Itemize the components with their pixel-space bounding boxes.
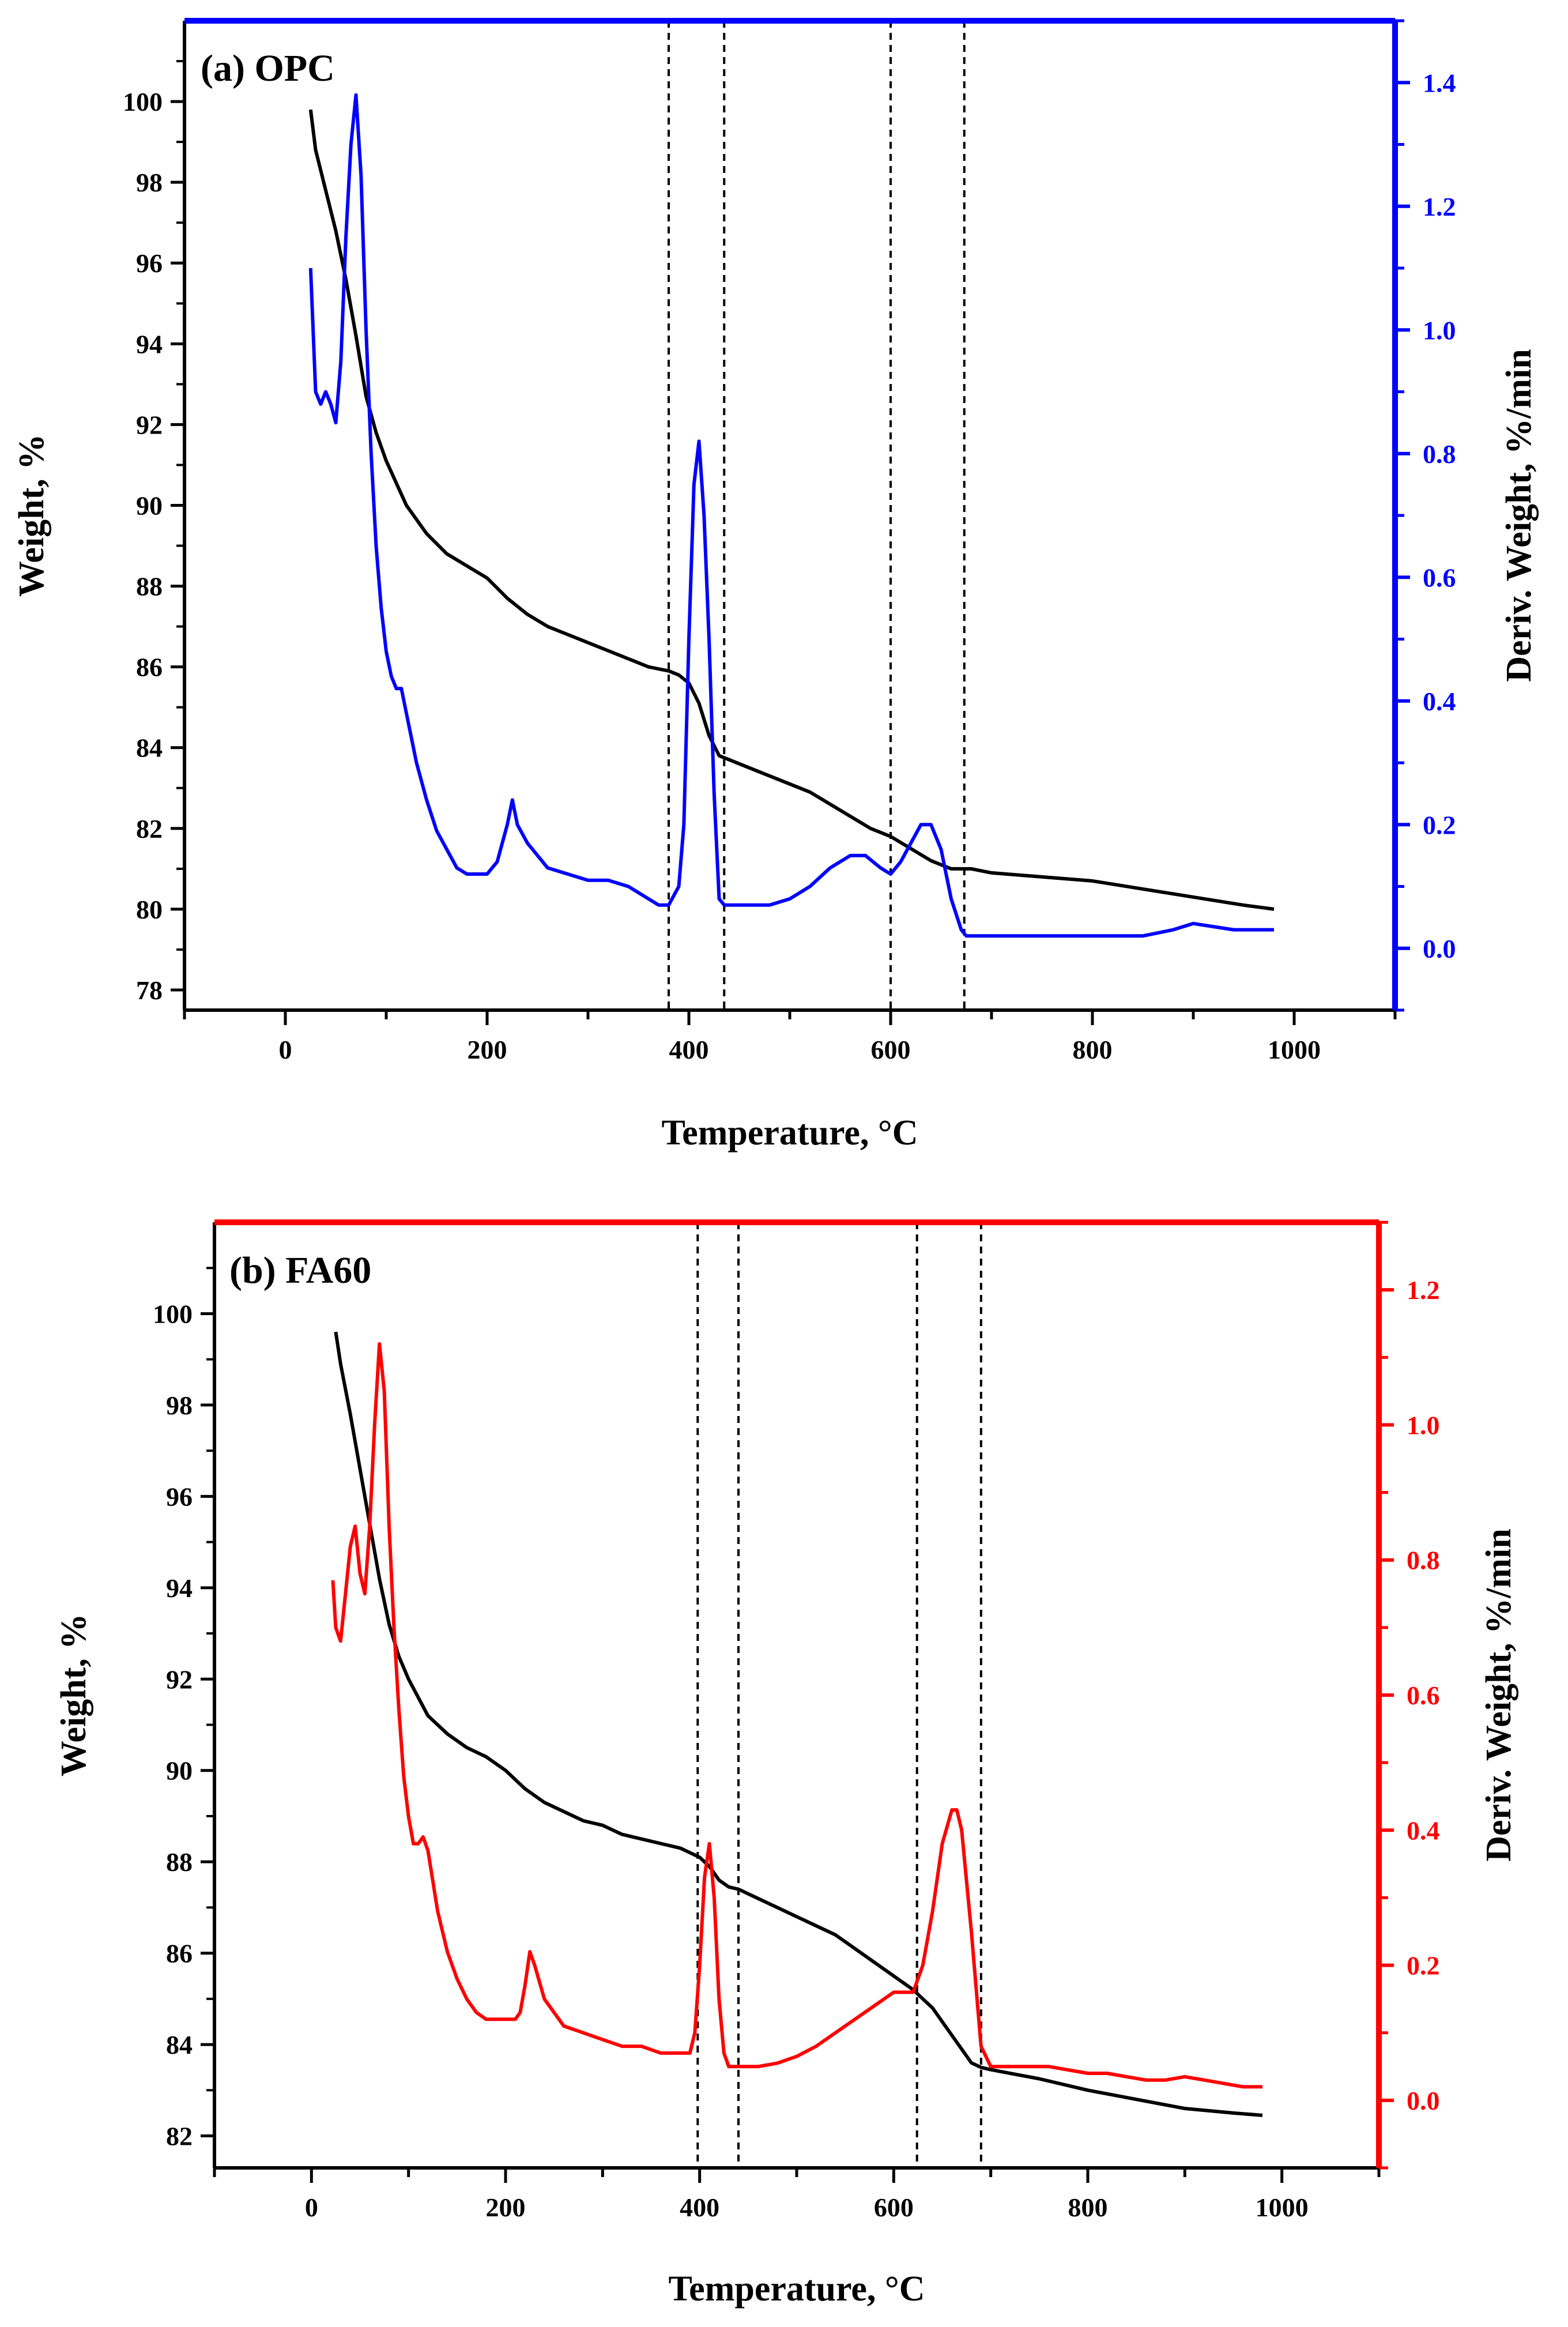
y2-tick-label: 0.8	[1423, 439, 1456, 469]
x-tick-label: 0	[305, 2193, 318, 2222]
panel-a-opc: 0 200 400 600 800 1000 78 80 82 84 86 88 90 92 94 96 98 1…	[12, 18, 1539, 1153]
y2-tick-label: 1.0	[1407, 1410, 1440, 1440]
y-axis-title: Weight, %	[54, 1614, 93, 1776]
y-tick-label: 78	[136, 976, 163, 1005]
y2-tick-label: 0.6	[1423, 563, 1456, 592]
y2-tick-label: 0.0	[1423, 934, 1456, 963]
y-tick-label: 88	[166, 1847, 193, 1877]
y2-tick-label: 1.4	[1423, 68, 1456, 97]
y-tick-label: 96	[166, 1482, 193, 1511]
y2-tick-label: 1.2	[1423, 192, 1456, 221]
y2-tick-label: 0.6	[1407, 1681, 1440, 1710]
y-tick-label: 90	[136, 491, 163, 520]
x-tick-label: 800	[1068, 2193, 1108, 2222]
x-axis-title: Temperature, °C	[669, 2269, 925, 2309]
y-tick-label: 92	[166, 1665, 193, 1694]
x-tick-label: 200	[486, 2193, 526, 2222]
y-tick-label: 94	[136, 329, 163, 359]
series-line-deriv-weight	[308, 93, 1274, 938]
x-tick-label: 600	[874, 2193, 914, 2222]
y-tick-label: 100	[153, 1299, 193, 1328]
series-line-weight	[334, 1331, 1263, 2117]
y-tick-label: 94	[166, 1573, 193, 1603]
x-tick-label: 600	[871, 1035, 911, 1064]
y-axis-title: Weight, %	[12, 434, 51, 597]
y-tick-label: 82	[166, 2122, 193, 2151]
y-tick-label: 84	[136, 733, 163, 763]
y-tick-label: 100	[123, 87, 163, 116]
y-tick-label: 92	[136, 410, 163, 439]
x-tick-label: 1000	[1268, 1035, 1321, 1064]
y2-tick-label: 0.2	[1407, 1951, 1440, 1980]
x-tick-label: 800	[1073, 1035, 1113, 1064]
y2-axis-title: Deriv. Weight, %/min	[1499, 349, 1539, 682]
y2-tick-label: 1.2	[1407, 1275, 1440, 1305]
y-tick-label: 98	[136, 168, 163, 197]
series-line-weight	[308, 109, 1275, 911]
series-line-deriv-weight	[331, 1342, 1262, 2089]
y-tick-label: 90	[166, 1756, 193, 1786]
panel-label: (a) OPC	[201, 47, 335, 89]
y-tick-label: 88	[136, 572, 163, 601]
x-tick-label: 0	[279, 1035, 292, 1064]
panel-label: (b) FA60	[229, 1249, 371, 1291]
y-tick-label: 86	[166, 1939, 193, 1968]
y-tick-label: 84	[166, 2030, 193, 2059]
y2-tick-label: 0.2	[1423, 810, 1456, 839]
y2-tick-label: 0.4	[1423, 687, 1456, 716]
y-tick-label: 80	[136, 895, 163, 924]
y-tick-label: 96	[136, 248, 163, 278]
y2-tick-label: 1.0	[1423, 315, 1456, 345]
y-tick-label: 98	[166, 1391, 193, 1420]
y2-tick-label: 0.8	[1407, 1546, 1440, 1575]
y2-tick-label: 0.4	[1407, 1816, 1440, 1845]
y2-tick-label: 0.0	[1407, 2086, 1440, 2115]
panel-b-fa60: 0 200 400 600 800 1000 82 84 86 88 90 92 94 96 98 100 0.…	[54, 1219, 1518, 2309]
x-tick-label: 200	[468, 1035, 507, 1064]
x-tick-label: 400	[669, 1035, 709, 1064]
x-tick-label: 400	[680, 2193, 719, 2222]
y2-axis-title: Deriv. Weight, %/min	[1479, 1528, 1518, 1862]
x-axis-title: Temperature, °C	[662, 1113, 918, 1153]
y-tick-label: 86	[136, 653, 163, 682]
x-tick-label: 1000	[1256, 2193, 1309, 2222]
y-tick-label: 82	[136, 814, 163, 844]
